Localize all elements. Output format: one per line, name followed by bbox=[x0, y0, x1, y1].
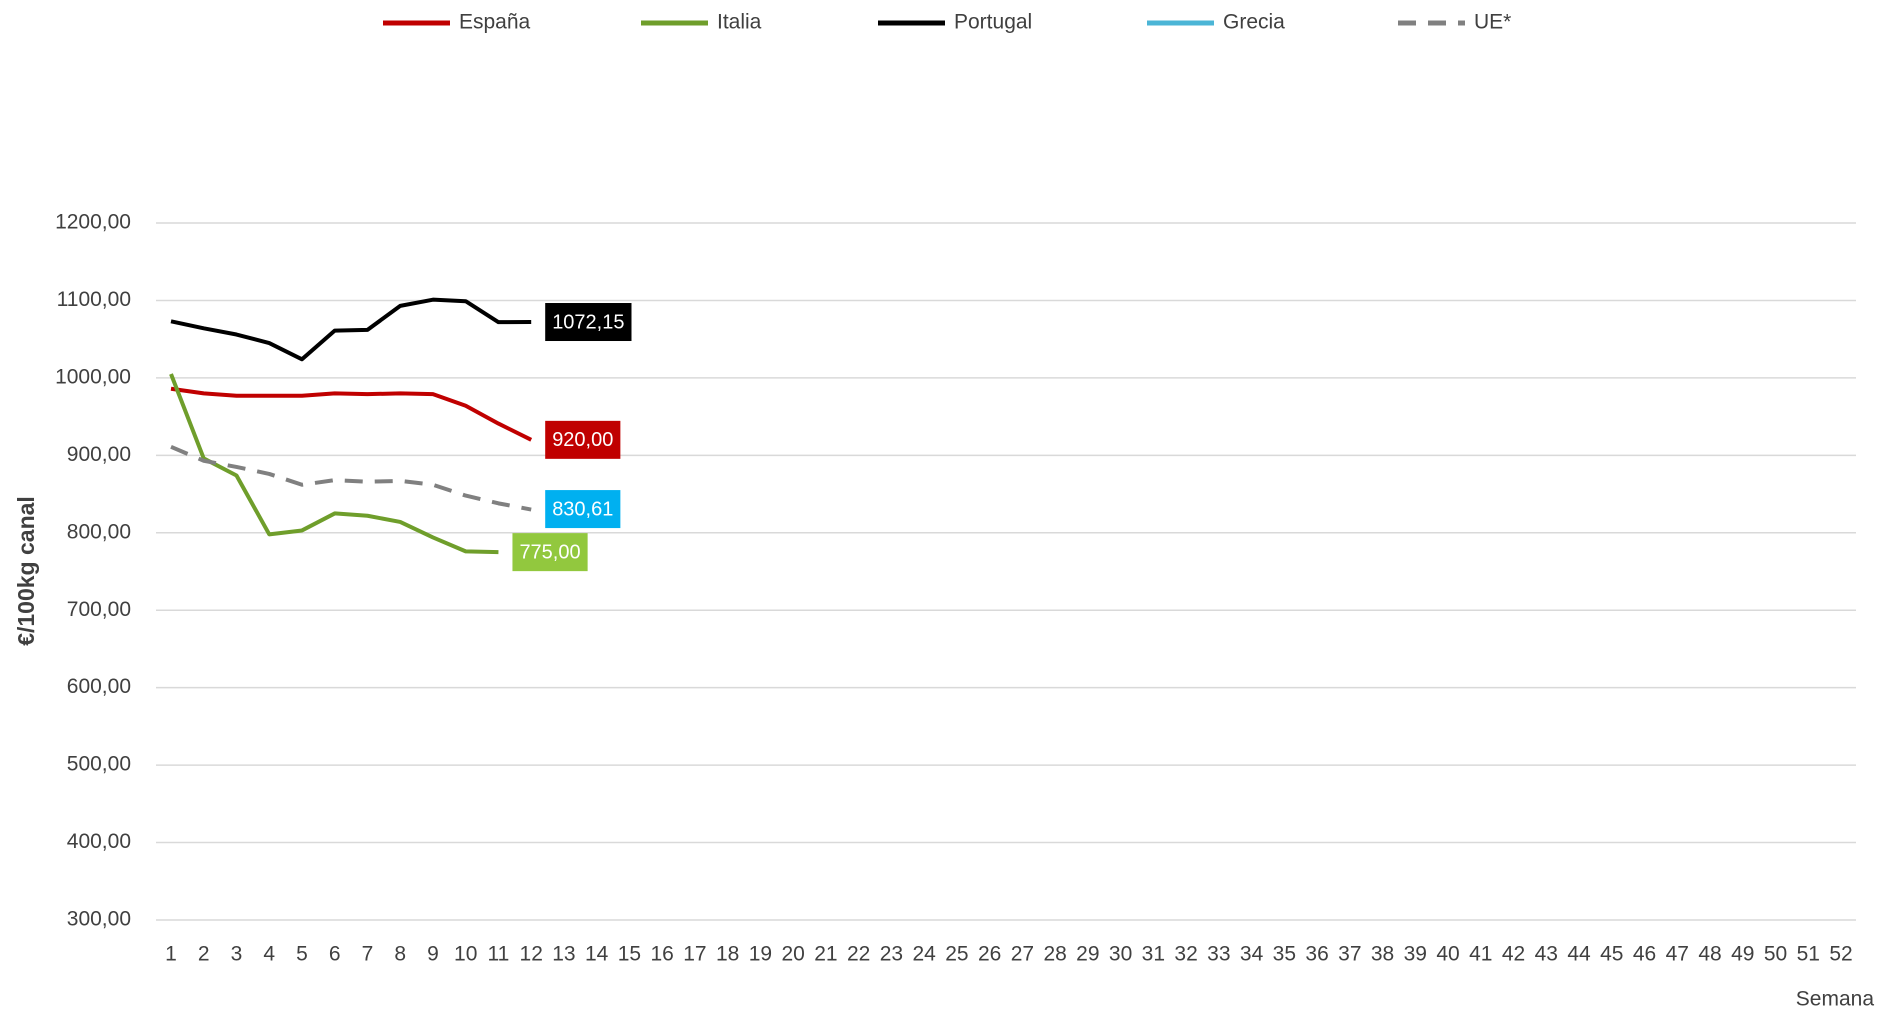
value-label-box bbox=[512, 533, 588, 572]
x-tick-label: 22 bbox=[847, 943, 870, 966]
y-tick-label: 400,00 bbox=[67, 830, 131, 853]
x-tick-label: 29 bbox=[1076, 943, 1099, 966]
x-tick-label: 15 bbox=[618, 943, 641, 966]
x-tick-label: 23 bbox=[880, 943, 903, 966]
x-tick-label: 30 bbox=[1109, 943, 1132, 966]
value-label: 920,00 bbox=[552, 429, 613, 451]
x-tick-label: 17 bbox=[683, 943, 706, 966]
x-tick-label: 11 bbox=[488, 943, 510, 966]
x-tick-label: 14 bbox=[585, 943, 609, 966]
x-tick-label: 32 bbox=[1174, 943, 1197, 966]
legend-label: España bbox=[459, 11, 531, 34]
x-tick-label: 45 bbox=[1600, 943, 1623, 966]
x-tick-label: 34 bbox=[1240, 943, 1264, 966]
legend-label: UE* bbox=[1474, 11, 1511, 34]
x-tick-label: 35 bbox=[1273, 943, 1296, 966]
x-tick-label: 43 bbox=[1535, 943, 1558, 966]
x-tick-label: 20 bbox=[781, 943, 804, 966]
x-tick-label: 28 bbox=[1043, 943, 1066, 966]
x-tick-label: 10 bbox=[454, 943, 477, 966]
x-tick-label: 36 bbox=[1305, 943, 1328, 966]
x-tick-label: 26 bbox=[978, 943, 1001, 966]
x-tick-label: 2 bbox=[198, 943, 210, 966]
x-axis-label: Semana bbox=[1796, 988, 1875, 1011]
y-tick-label: 300,00 bbox=[67, 908, 131, 931]
x-tick-label: 48 bbox=[1698, 943, 1721, 966]
x-tick-label: 33 bbox=[1207, 943, 1230, 966]
x-tick-label: 13 bbox=[552, 943, 575, 966]
x-tick-label: 25 bbox=[945, 943, 968, 966]
x-tick-label: 52 bbox=[1829, 943, 1852, 966]
x-tick-label: 16 bbox=[650, 943, 673, 966]
y-tick-label: 1000,00 bbox=[55, 365, 131, 388]
y-tick-label: 600,00 bbox=[67, 675, 131, 698]
x-tick-label: 18 bbox=[716, 943, 739, 966]
x-tick-label: 51 bbox=[1797, 943, 1820, 966]
x-tick-label: 3 bbox=[231, 943, 243, 966]
x-tick-label: 40 bbox=[1436, 943, 1459, 966]
x-tick-label: 8 bbox=[394, 943, 406, 966]
x-tick-label: 47 bbox=[1666, 943, 1689, 966]
x-tick-label: 21 bbox=[814, 943, 837, 966]
value-label: 830,61 bbox=[552, 498, 613, 520]
legend-label: Italia bbox=[717, 11, 762, 34]
x-tick-label: 1 bbox=[165, 943, 177, 966]
x-tick-label: 50 bbox=[1764, 943, 1787, 966]
x-tick-label: 39 bbox=[1404, 943, 1427, 966]
x-tick-label: 24 bbox=[912, 943, 936, 966]
x-tick-label: 6 bbox=[329, 943, 341, 966]
x-tick-label: 7 bbox=[362, 943, 374, 966]
y-tick-label: 700,00 bbox=[67, 598, 131, 621]
value-label-box bbox=[545, 490, 621, 529]
x-tick-label: 5 bbox=[296, 943, 308, 966]
legend-label: Grecia bbox=[1223, 11, 1285, 34]
series-line bbox=[170, 297, 532, 362]
series-line bbox=[170, 444, 532, 512]
x-tick-label: 41 bbox=[1469, 943, 1492, 966]
x-tick-label: 49 bbox=[1731, 943, 1754, 966]
y-tick-label: 500,00 bbox=[67, 753, 131, 776]
x-tick-label: 37 bbox=[1338, 943, 1361, 966]
y-axis-label: €/100kg canal bbox=[13, 496, 39, 646]
value-label-box bbox=[545, 303, 632, 342]
series-line bbox=[169, 373, 499, 555]
legend-label: Portugal bbox=[954, 11, 1032, 34]
x-tick-label: 44 bbox=[1567, 943, 1591, 966]
x-tick-label: 38 bbox=[1371, 943, 1394, 966]
y-tick-label: 900,00 bbox=[67, 443, 131, 466]
value-label-box bbox=[545, 420, 621, 459]
x-tick-label: 42 bbox=[1502, 943, 1525, 966]
x-tick-label: 9 bbox=[427, 943, 439, 966]
x-tick-label: 12 bbox=[520, 943, 543, 966]
series-line bbox=[170, 386, 533, 442]
x-tick-label: 27 bbox=[1011, 943, 1034, 966]
x-tick-label: 19 bbox=[749, 943, 772, 966]
value-label: 1072,15 bbox=[552, 311, 624, 333]
y-tick-label: 800,00 bbox=[67, 520, 131, 543]
x-tick-label: 4 bbox=[263, 943, 275, 966]
value-label: 775,00 bbox=[519, 541, 580, 563]
y-tick-label: 1200,00 bbox=[55, 211, 131, 234]
x-tick-label: 31 bbox=[1142, 943, 1165, 966]
x-tick-label: 46 bbox=[1633, 943, 1656, 966]
y-tick-label: 1100,00 bbox=[57, 288, 131, 311]
